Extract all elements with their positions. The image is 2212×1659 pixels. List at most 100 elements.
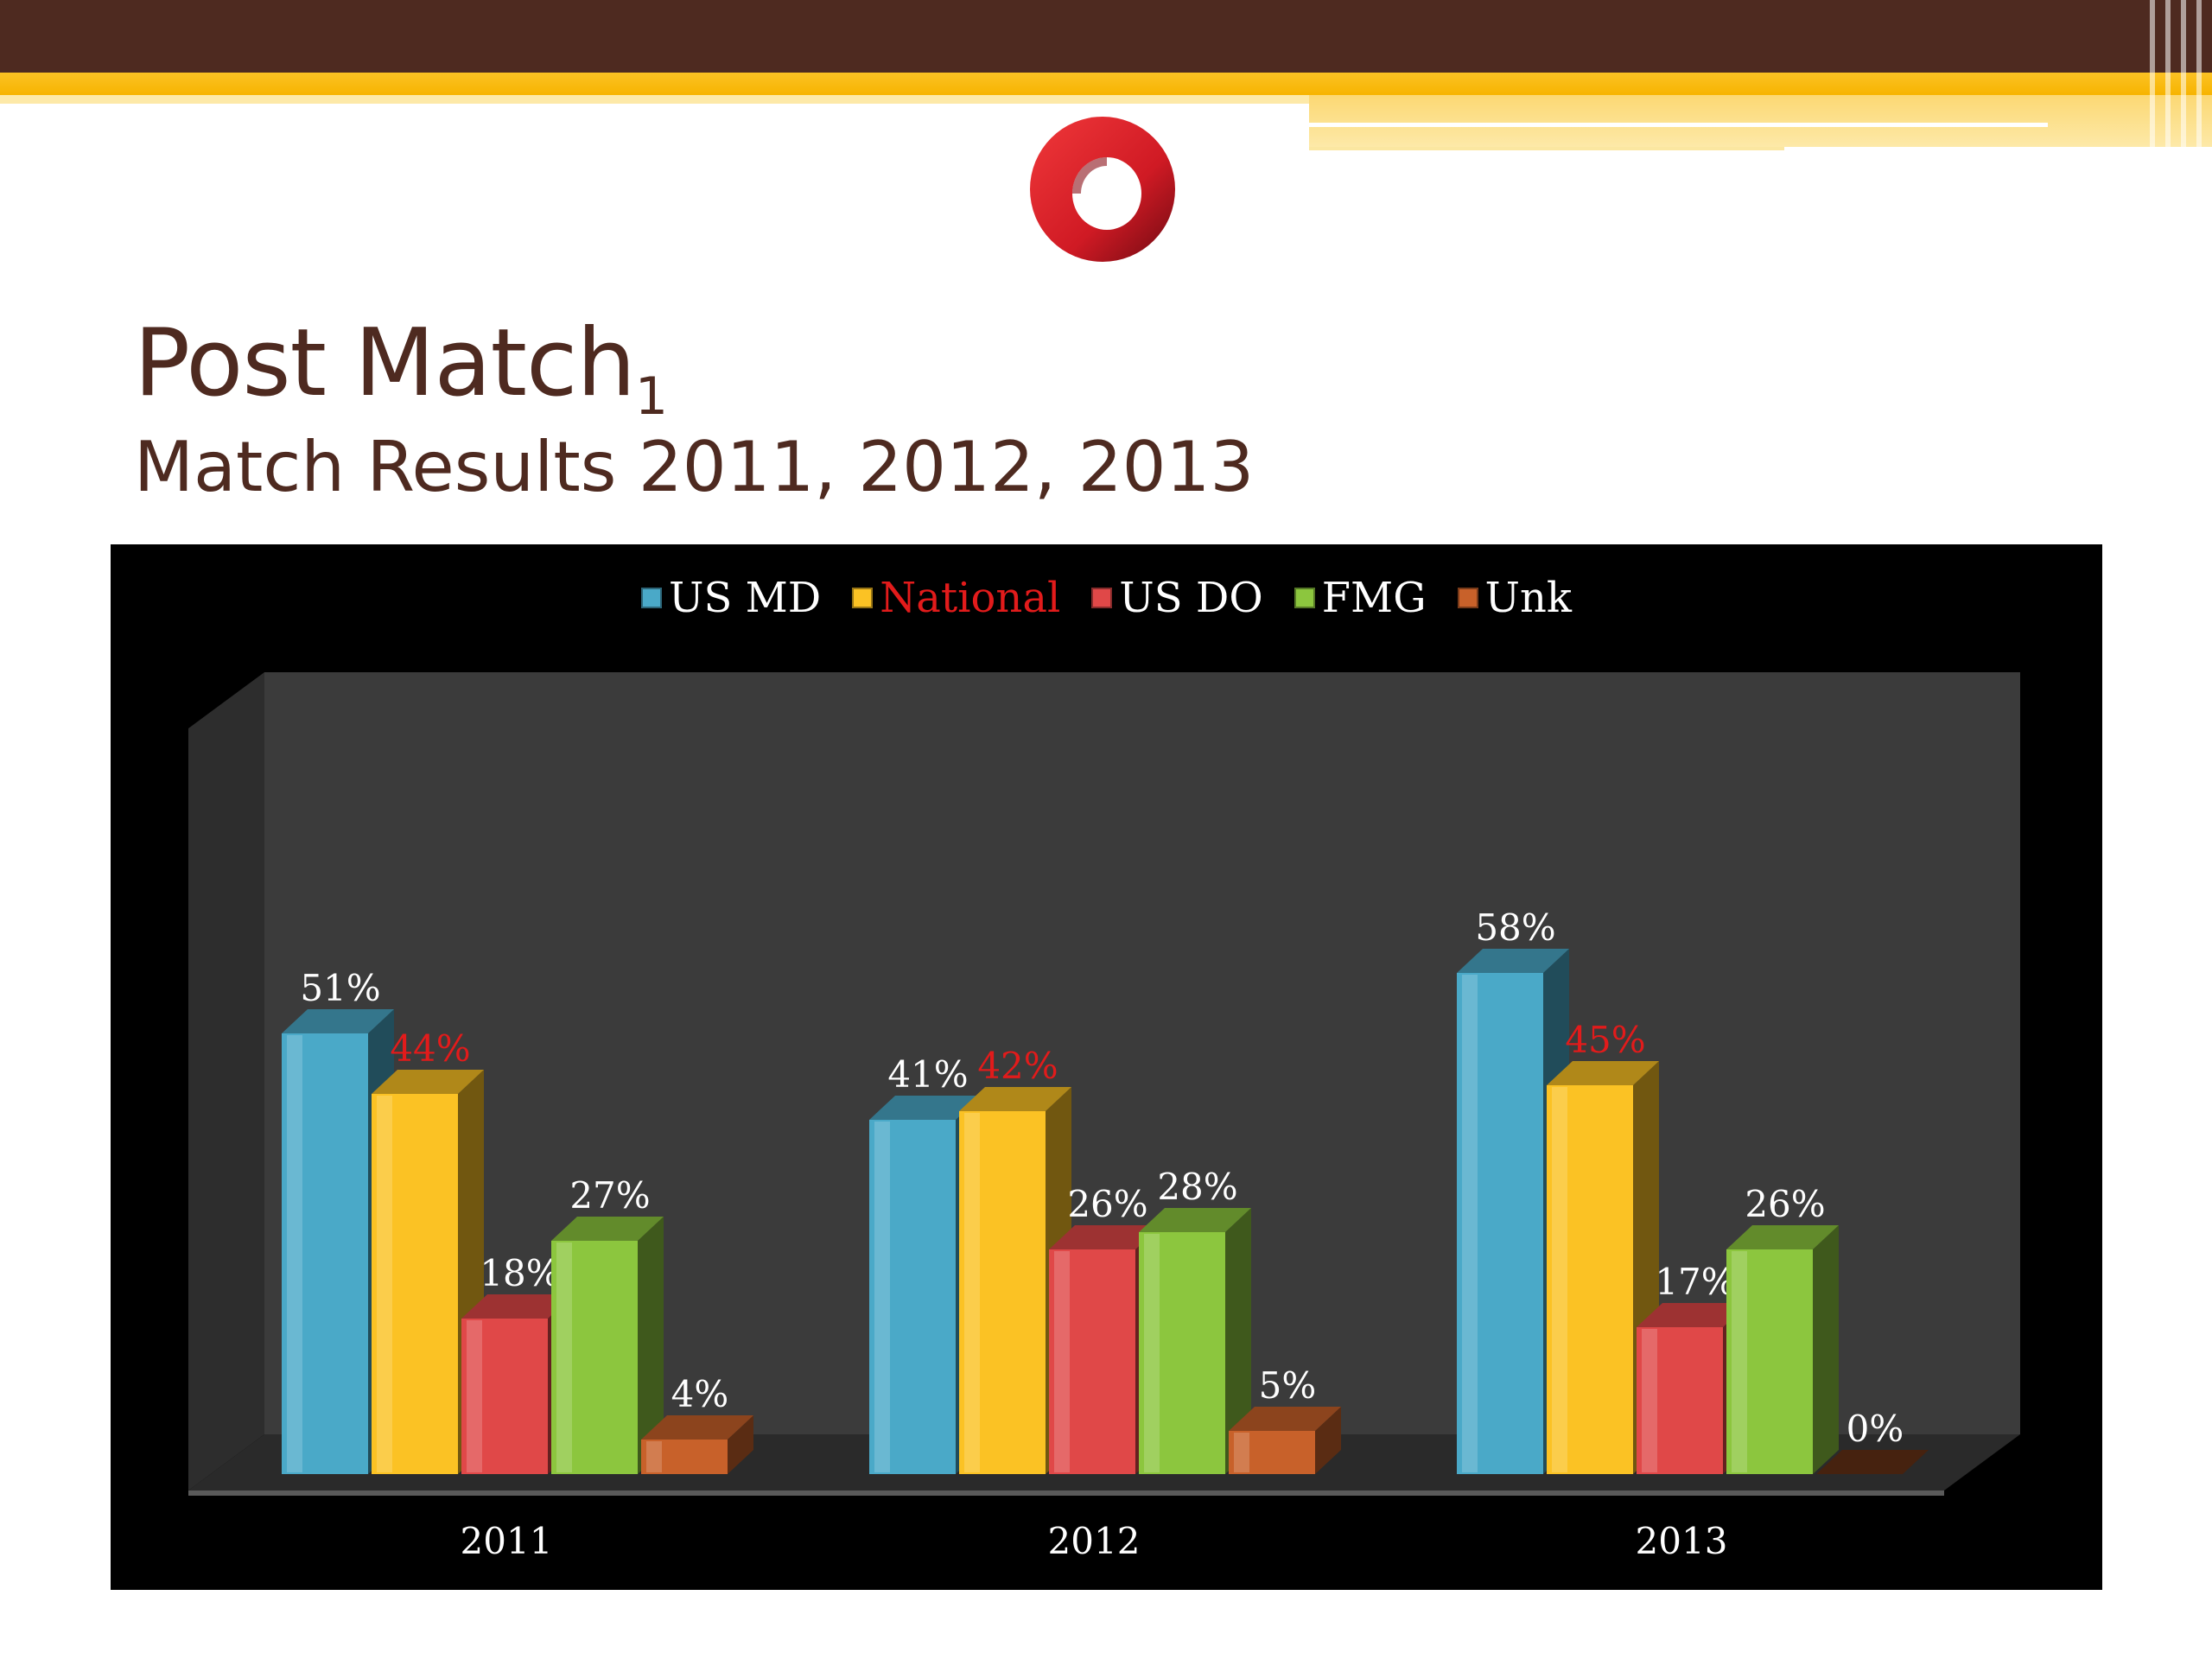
header-edge-stripe xyxy=(2150,0,2155,149)
bar-highlight xyxy=(1144,1234,1160,1472)
bar-top xyxy=(282,1009,394,1033)
bar-side xyxy=(638,1217,664,1474)
bar-highlight xyxy=(874,1122,890,1472)
header-edge-stripe xyxy=(2196,0,2202,149)
bar-highlight xyxy=(964,1113,980,1472)
legend-label: FMG xyxy=(1321,573,1427,622)
bar-top xyxy=(1139,1208,1251,1232)
data-label: 58% xyxy=(1475,906,1555,949)
bar-zero xyxy=(1816,1450,1929,1474)
bar xyxy=(1637,1327,1723,1474)
bar xyxy=(461,1319,548,1474)
bar-top xyxy=(372,1070,484,1094)
bar xyxy=(1726,1249,1813,1474)
legend-swatch xyxy=(1091,587,1113,608)
data-label: 26% xyxy=(1745,1183,1825,1225)
bar-top xyxy=(1049,1225,1161,1249)
legend-item-unk: Unk xyxy=(1457,573,1572,622)
bar-top xyxy=(869,1096,982,1120)
slide-title-footnote: 1 xyxy=(634,366,668,427)
bar-side xyxy=(1813,1225,1839,1474)
bar-highlight xyxy=(1642,1329,1657,1472)
x-tick-label: 2012 xyxy=(1048,1520,1141,1562)
data-label: 18% xyxy=(480,1252,560,1294)
bar xyxy=(1049,1249,1135,1474)
header-gold-band-light xyxy=(0,95,1313,104)
header-edge-stripe xyxy=(2181,0,2186,149)
legend-swatch xyxy=(1294,587,1315,608)
header-gold-line xyxy=(1309,123,2048,127)
x-tick-label: 2011 xyxy=(461,1520,553,1562)
data-label: 5% xyxy=(1259,1364,1317,1407)
legend-item-fmg: FMG xyxy=(1294,574,1427,622)
legend-item-national: National xyxy=(852,574,1060,622)
bar-top xyxy=(959,1087,1071,1111)
bar xyxy=(959,1111,1046,1474)
header-band xyxy=(0,0,2212,73)
legend-swatch xyxy=(852,587,874,608)
chart-floor-edge xyxy=(188,1491,1944,1496)
bar-highlight xyxy=(1234,1433,1249,1472)
bar-top xyxy=(1726,1225,1839,1249)
bar-highlight xyxy=(1732,1251,1747,1472)
bar-highlight xyxy=(467,1320,482,1472)
data-label: 17% xyxy=(1655,1261,1735,1303)
bar-top xyxy=(1229,1407,1341,1431)
bar-side xyxy=(1225,1208,1251,1474)
chart-legend: US MD National US DO FMG Unk xyxy=(111,570,2102,622)
bar-side xyxy=(728,1415,753,1474)
data-label: 27% xyxy=(569,1174,650,1217)
data-label: 44% xyxy=(390,1027,470,1070)
bar xyxy=(641,1440,728,1474)
bar-side xyxy=(1315,1407,1341,1474)
header-edge-stripe xyxy=(2165,0,2171,149)
header-gold-band xyxy=(0,73,2212,95)
bar xyxy=(1547,1085,1633,1474)
bar-top xyxy=(551,1217,664,1241)
legend-label: US MD xyxy=(669,573,822,622)
bar xyxy=(1139,1232,1225,1474)
bar-highlight xyxy=(1462,975,1478,1472)
header-gold-band-right xyxy=(1309,95,2212,147)
bar-highlight xyxy=(287,1035,302,1472)
slide-title-text: Post Match xyxy=(134,309,636,417)
data-label: 28% xyxy=(1157,1166,1237,1208)
legend-label: US DO xyxy=(1119,573,1263,622)
bar-highlight xyxy=(556,1243,572,1472)
chart-side-wall xyxy=(188,672,264,1491)
bar xyxy=(1229,1431,1315,1474)
data-label: 26% xyxy=(1067,1183,1147,1225)
header-gold-line-2 xyxy=(1309,147,1784,150)
data-label: 45% xyxy=(1565,1019,1645,1061)
bar xyxy=(869,1120,956,1474)
data-label: 41% xyxy=(887,1053,968,1096)
bar-top xyxy=(461,1294,574,1319)
x-tick-label: 2013 xyxy=(1636,1520,1728,1562)
legend-label: Unk xyxy=(1484,573,1572,622)
legend-swatch xyxy=(641,587,663,608)
legend-swatch xyxy=(1457,587,1478,608)
slide-subtitle: Match Results 2011, 2012, 2013 xyxy=(134,427,1255,507)
legend-label: National xyxy=(880,573,1061,622)
bar xyxy=(551,1241,638,1474)
legend-item-us-do: US DO xyxy=(1091,573,1263,622)
legend-item-us-md: US MD xyxy=(641,574,821,622)
data-label: 42% xyxy=(977,1045,1058,1087)
data-label: 0% xyxy=(1847,1408,1904,1450)
bar-top xyxy=(1637,1303,1749,1327)
logo-ring-icon xyxy=(1030,117,1175,262)
bar-highlight xyxy=(646,1441,662,1472)
bar-highlight xyxy=(377,1096,392,1472)
bar xyxy=(372,1094,458,1474)
bar-highlight xyxy=(1054,1251,1070,1472)
bar xyxy=(282,1033,368,1474)
bar-top xyxy=(1457,949,1569,973)
bar xyxy=(1457,973,1543,1474)
data-label: 4% xyxy=(671,1373,729,1415)
data-label: 51% xyxy=(300,967,380,1009)
chart-area: US MD National US DO FMG Unk 51% 44% 18% 27% 4% 2… xyxy=(111,544,2102,1590)
bar-top xyxy=(641,1415,753,1440)
bar-top xyxy=(1547,1061,1659,1085)
bar-highlight xyxy=(1552,1087,1567,1472)
